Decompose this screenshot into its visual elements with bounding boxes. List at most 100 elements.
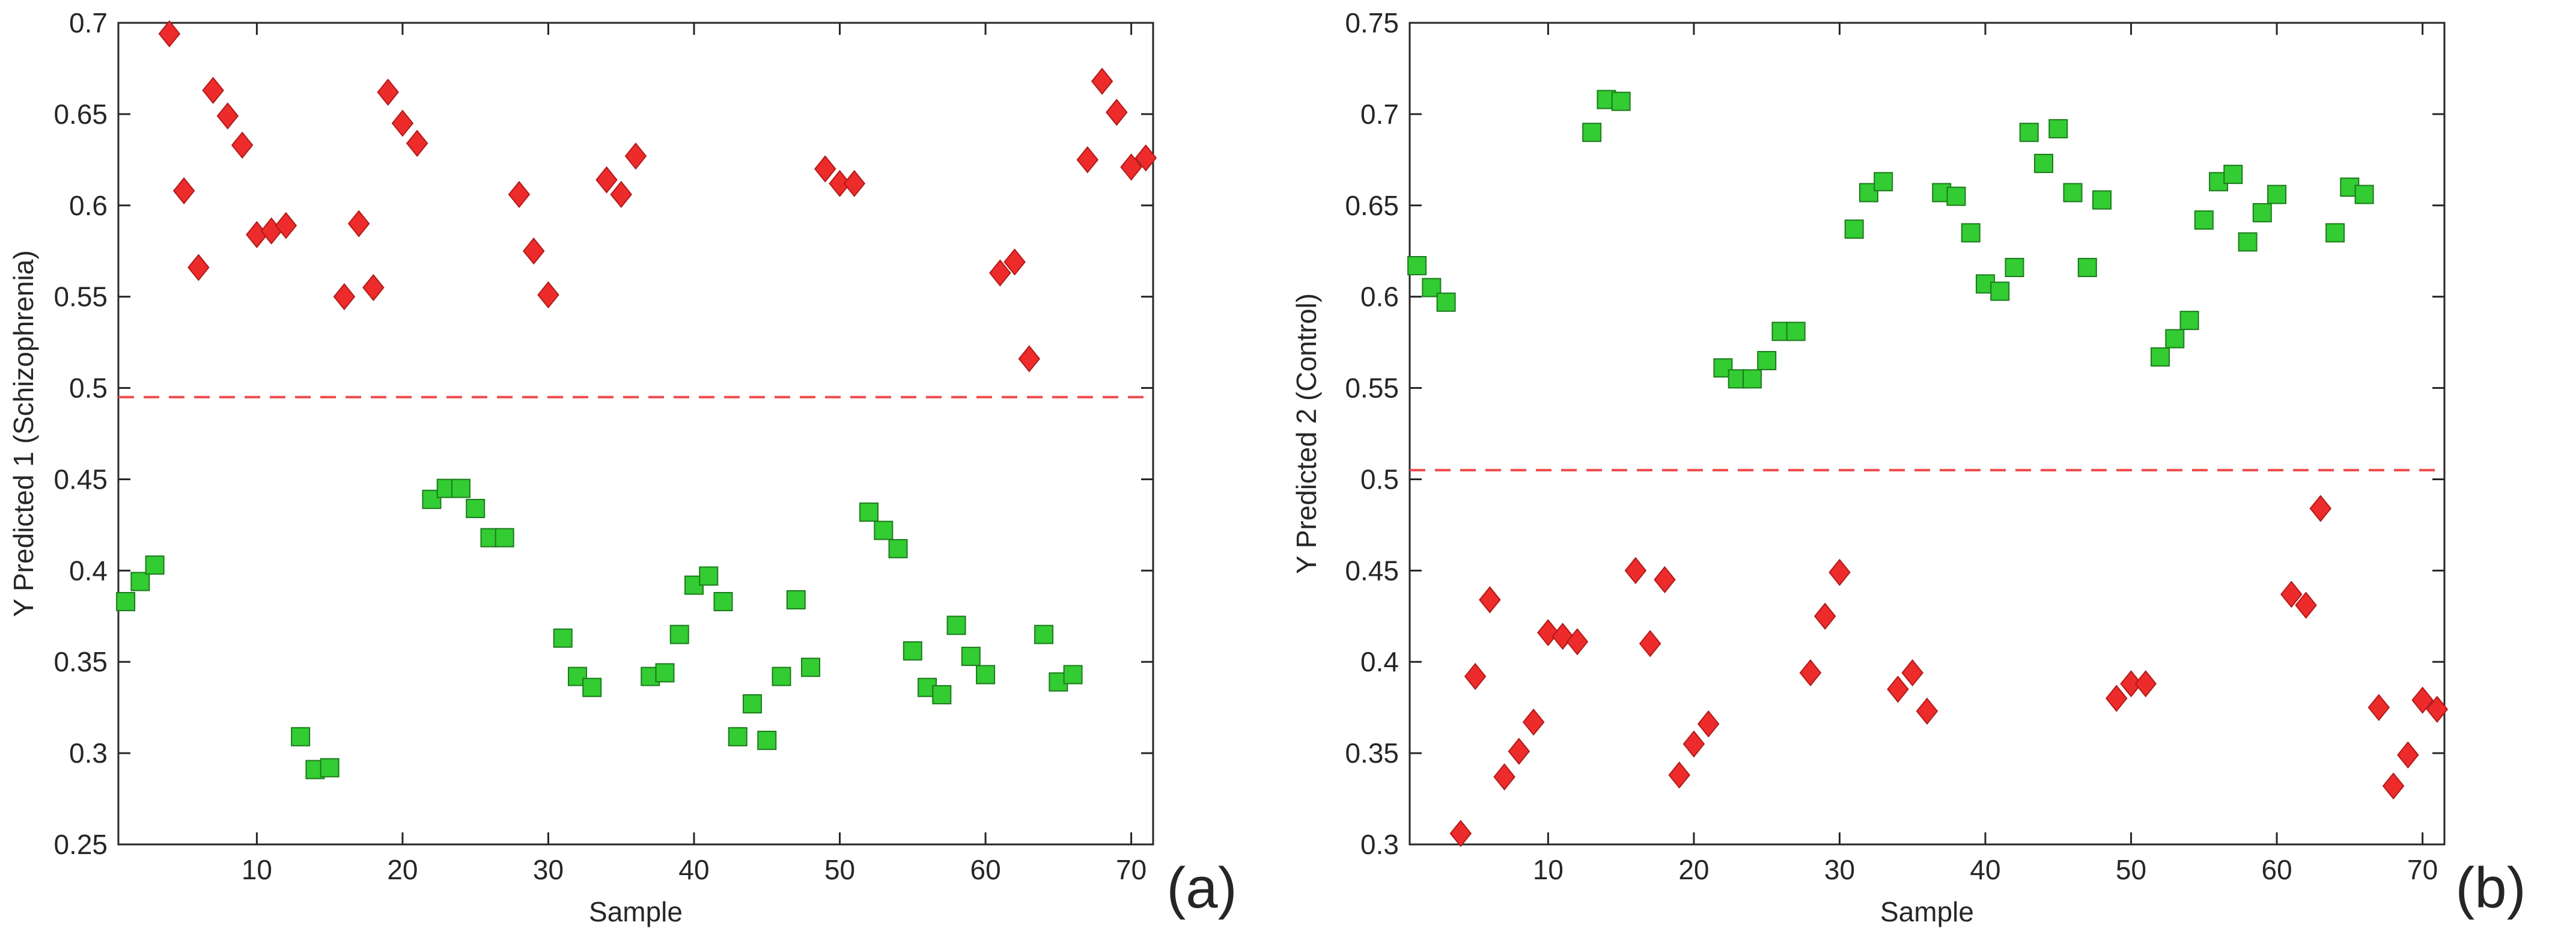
schizophrenia-point bbox=[610, 180, 633, 209]
schizophrenia-point bbox=[2295, 591, 2317, 619]
x-tick-label: 10 bbox=[1533, 854, 1564, 885]
control-point bbox=[2165, 329, 2185, 349]
y-tick-label: 0.65 bbox=[1345, 190, 1399, 221]
axes-box bbox=[1408, 22, 2446, 846]
x-tick-label: 20 bbox=[1678, 854, 1709, 885]
control-point bbox=[1844, 219, 1864, 239]
schizophrenia-point bbox=[814, 155, 836, 183]
control-point bbox=[145, 555, 165, 575]
control-point bbox=[655, 663, 675, 683]
schizophrenia-point bbox=[1828, 558, 1851, 586]
schizophrenia-point bbox=[829, 169, 851, 197]
schizophrenia-point bbox=[843, 169, 866, 197]
schizophrenia-point bbox=[406, 129, 428, 157]
schizophrenia-point bbox=[391, 109, 414, 137]
y-axis-label: Y Predicted 2 (Control) bbox=[1291, 293, 1322, 574]
control-point bbox=[2179, 311, 2199, 331]
control-point bbox=[2252, 203, 2272, 222]
control-point bbox=[2325, 223, 2345, 243]
schizophrenia-point bbox=[1508, 737, 1530, 765]
control-point bbox=[1786, 322, 1806, 341]
control-point bbox=[874, 520, 894, 540]
schizophrenia-point bbox=[1003, 248, 1026, 276]
control-point bbox=[772, 667, 791, 686]
schizophrenia-point bbox=[1639, 630, 1661, 658]
control-point bbox=[669, 624, 689, 644]
x-tick-label: 40 bbox=[1970, 854, 2000, 885]
control-point bbox=[801, 658, 821, 677]
schizophrenia-point bbox=[989, 259, 1011, 287]
x-tick-label: 10 bbox=[242, 854, 272, 885]
schizophrenia-point bbox=[1449, 820, 1472, 847]
y-tick-label: 0.65 bbox=[53, 99, 108, 130]
schizophrenia-point bbox=[1537, 619, 1559, 647]
y-tick-label: 0.35 bbox=[53, 646, 108, 677]
control-point bbox=[888, 539, 908, 558]
schizophrenia-point bbox=[347, 210, 370, 237]
schizophrenia-point bbox=[1106, 99, 1128, 126]
schizophrenia-point bbox=[1799, 659, 1822, 687]
control-point bbox=[1407, 256, 1427, 276]
control-point bbox=[1757, 350, 1777, 370]
y-tick-label: 0.4 bbox=[69, 555, 108, 586]
schizophrenia-point bbox=[595, 166, 618, 194]
x-tick-label: 30 bbox=[1824, 854, 1855, 885]
control-point bbox=[2092, 190, 2112, 210]
x-tick-label: 60 bbox=[970, 854, 1000, 885]
schizophrenia-point bbox=[1916, 697, 1938, 725]
schizophrenia-point bbox=[158, 20, 181, 47]
schizophrenia-point bbox=[2411, 686, 2434, 714]
schizophrenia-point bbox=[333, 283, 356, 311]
schizophrenia-point bbox=[2280, 581, 2303, 608]
x-axis-label: Sample bbox=[589, 896, 683, 927]
x-tick-label: 50 bbox=[824, 854, 855, 885]
x-tick-label: 50 bbox=[2116, 854, 2146, 885]
schizophrenia-point bbox=[1134, 144, 1157, 172]
control-point bbox=[291, 727, 311, 746]
control-point bbox=[1436, 292, 1456, 312]
control-point bbox=[1961, 223, 1981, 243]
y-tick-label: 0.75 bbox=[1345, 7, 1399, 38]
schizophrenia-point bbox=[2426, 695, 2449, 723]
y-tick-label: 0.3 bbox=[1360, 829, 1399, 860]
control-point bbox=[932, 685, 952, 704]
x-tick-label: 70 bbox=[1116, 854, 1146, 885]
y-tick-label: 0.45 bbox=[1345, 555, 1399, 586]
schizophrenia-point bbox=[1493, 763, 1515, 791]
schizophrenia-point bbox=[1624, 557, 1647, 584]
schizophrenia-point bbox=[2106, 685, 2128, 712]
y-tick-label: 0.7 bbox=[1360, 99, 1399, 130]
control-point bbox=[903, 641, 922, 661]
panel-label: (b) bbox=[2455, 856, 2526, 920]
control-point bbox=[2005, 258, 2024, 278]
control-point bbox=[130, 572, 150, 591]
x-tick-label: 70 bbox=[2407, 854, 2438, 885]
schizophrenia-point bbox=[624, 142, 647, 170]
control-point bbox=[1742, 369, 1762, 389]
control-point bbox=[1063, 665, 1083, 685]
x-axis-label: Sample bbox=[1880, 896, 1974, 927]
control-point bbox=[451, 478, 470, 498]
control-point bbox=[2238, 232, 2258, 252]
schizophrenia-point bbox=[1479, 586, 1501, 614]
control-point bbox=[2151, 347, 2170, 367]
y-tick-label: 0.5 bbox=[1360, 463, 1399, 495]
schizophrenia-point bbox=[275, 212, 297, 239]
y-tick-label: 0.55 bbox=[1345, 373, 1399, 404]
control-point bbox=[859, 502, 879, 522]
schizophrenia-point bbox=[1901, 659, 1924, 687]
x-tick-label: 30 bbox=[533, 854, 564, 885]
schizophrenia-point bbox=[2134, 670, 2157, 698]
schizophrenia-point bbox=[1018, 345, 1041, 373]
panel-label: (a) bbox=[1166, 856, 1237, 920]
control-point bbox=[2048, 119, 2068, 139]
schizophrenia-point bbox=[1654, 566, 1676, 594]
schizophrenia-point bbox=[1091, 67, 1113, 95]
control-point bbox=[2223, 165, 2243, 185]
x-tick-label: 20 bbox=[387, 854, 418, 885]
control-point bbox=[1582, 123, 1602, 142]
schizophrenia-point bbox=[187, 254, 210, 281]
control-point bbox=[2063, 183, 2083, 203]
schizophrenia-point bbox=[1697, 710, 1720, 738]
